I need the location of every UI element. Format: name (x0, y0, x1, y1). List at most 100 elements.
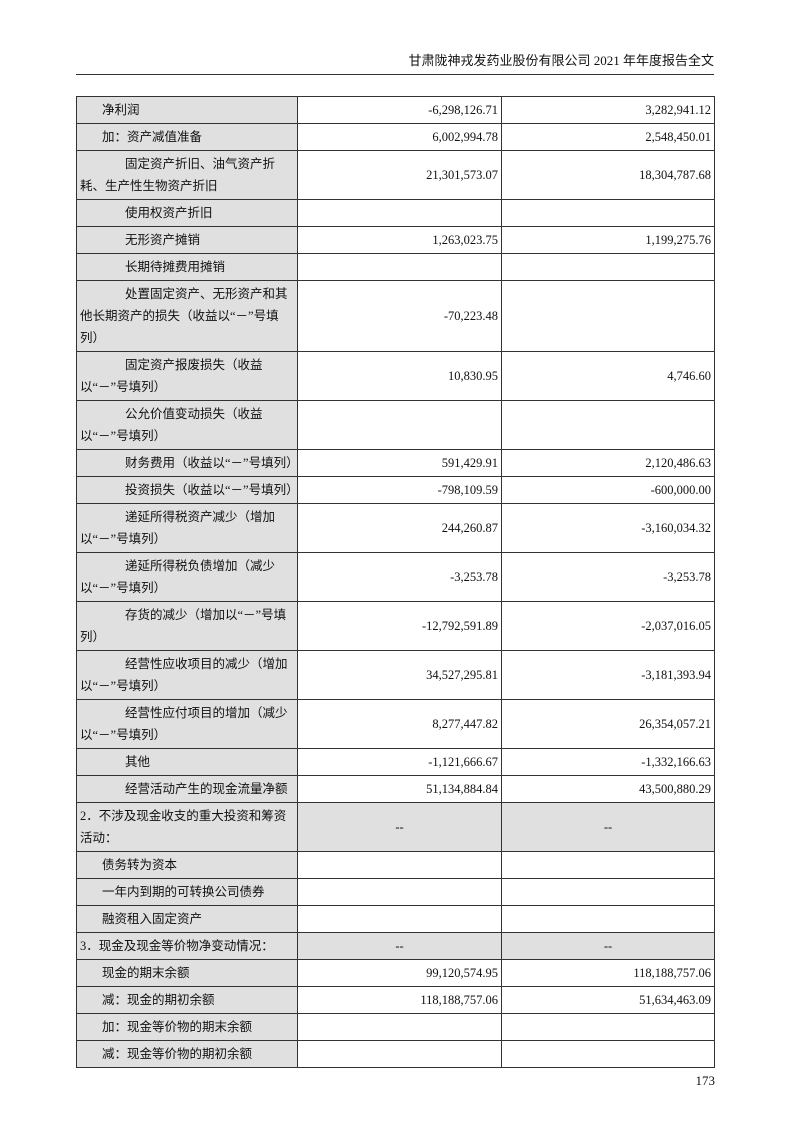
prior-period-value: 3,282,941.12 (501, 96, 715, 124)
current-period-value (297, 878, 502, 906)
prior-period-value: 51,634,463.09 (501, 986, 715, 1014)
table-row: 债务转为资本 (76, 851, 715, 879)
table-row: 现金的期末余额 99,120,574.95 118,188,757.06 (76, 959, 715, 987)
table-row: 其他 -1,121,666.67 -1,332,166.63 (76, 748, 715, 776)
row-label: 投资损失（收益以“－”号填列） (76, 476, 299, 504)
table-row: 融资租入固定资产 (76, 905, 715, 933)
table-row: 经营性应付项目的增加（减少以“－”号填列） 8,277,447.82 26,354,… (76, 699, 715, 749)
row-label: 加：资产减值准备 (76, 123, 298, 151)
table-row: 使用权资产折旧 (76, 199, 715, 227)
row-label: 长期待摊费用摊销 (76, 253, 298, 281)
current-period-value: -3,253.78 (297, 552, 502, 602)
table-row: 长期待摊费用摊销 (76, 253, 715, 281)
prior-period-value: 118,188,757.06 (501, 959, 715, 987)
page-content: 净利润 -6,298,126.71 3,282,941.12 加：资产减值准备 6,00… (76, 96, 715, 1088)
current-period-value: -- (297, 932, 502, 960)
current-period-value: -- (297, 802, 502, 852)
current-period-value: -70,223.48 (297, 280, 502, 352)
prior-period-value: -- (501, 932, 715, 960)
prior-period-value: 4,746.60 (501, 351, 715, 401)
current-period-value (297, 253, 502, 281)
current-period-value: -12,792,591.89 (297, 601, 502, 651)
table-row: 固定资产折旧、油气资产折耗、生产性生物资产折旧 21,301,573.07 18,3… (76, 150, 715, 200)
page-header: 甘肃陇神戎发药业股份有限公司 2021 年年度报告全文 (76, 52, 714, 75)
current-period-value: 244,260.87 (297, 503, 502, 553)
prior-period-value: 2,120,486.63 (501, 449, 715, 477)
prior-period-value: 26,354,057.21 (501, 699, 715, 749)
current-period-value (297, 199, 502, 227)
table-row: 一年内到期的可转换公司债券 (76, 878, 715, 906)
row-label: 无形资产摊销 (76, 226, 298, 254)
row-label: 固定资产报废损失（收益以“－”号填列） (76, 351, 298, 401)
current-period-value: 591,429.91 (297, 449, 502, 477)
table-row: 净利润 -6,298,126.71 3,282,941.12 (76, 96, 715, 124)
prior-period-value: -2,037,016.05 (501, 601, 715, 651)
table-container: 净利润 -6,298,126.71 3,282,941.12 加：资产减值准备 6,00… (76, 96, 715, 1068)
row-label: 固定资产折旧、油气资产折耗、生产性生物资产折旧 (76, 150, 298, 200)
table-row: 财务费用（收益以“－”号填列） 591,429.91 2,120,486.63 (76, 449, 715, 477)
prior-period-value (501, 1040, 715, 1068)
row-label: 递延所得税负债增加（减少以“－”号填列） (76, 552, 298, 602)
table-row: 减：现金的期初余额 118,188,757.06 51,634,463.09 (76, 986, 715, 1014)
prior-period-value (501, 280, 715, 352)
prior-period-value: 43,500,880.29 (501, 775, 715, 803)
current-period-value: -798,109.59 (297, 476, 502, 504)
prior-period-value (501, 400, 715, 450)
current-period-value: -6,298,126.71 (297, 96, 502, 124)
table-row: 减：现金等价物的期初余额 (76, 1040, 715, 1068)
row-label: 减：现金等价物的期初余额 (76, 1040, 298, 1068)
section-row: 3．现金及现金等价物净变动情况： -- -- (76, 932, 715, 960)
row-label: 经营性应收项目的减少（增加以“－”号填列） (76, 650, 298, 700)
prior-period-value (501, 851, 715, 879)
current-period-value: 21,301,573.07 (297, 150, 502, 200)
row-label: 融资租入固定资产 (76, 905, 298, 933)
table-row: 存货的减少（增加以“－”号填列） -12,792,591.89 -2,037,016… (76, 601, 715, 651)
row-label: 经营活动产生的现金流量净额 (76, 775, 298, 803)
table-row: 经营性应收项目的减少（增加以“－”号填列） 34,527,295.81 -3,181… (76, 650, 715, 700)
prior-period-value: 1,199,275.76 (501, 226, 715, 254)
current-period-value (297, 905, 502, 933)
section-row: 2．不涉及现金收支的重大投资和筹资活动： -- -- (76, 802, 715, 852)
prior-period-value: -600,000.00 (501, 476, 715, 504)
row-label: 债务转为资本 (76, 851, 298, 879)
prior-period-value: 18,304,787.68 (501, 150, 715, 200)
table-row: 处置固定资产、无形资产和其他长期资产的损失（收益以“－”号填列） -70,223.… (76, 280, 715, 352)
current-period-value (297, 851, 502, 879)
row-label: 公允价值变动损失（收益以“－”号填列） (76, 400, 298, 450)
prior-period-value: -1,332,166.63 (501, 748, 715, 776)
current-period-value: 10,830.95 (297, 351, 502, 401)
table-body: 净利润 -6,298,126.71 3,282,941.12 加：资产减值准备 6,00… (76, 96, 715, 1068)
row-label: 现金的期末余额 (76, 959, 298, 987)
row-label: 财务费用（收益以“－”号填列） (76, 449, 299, 477)
prior-period-value (501, 878, 715, 906)
row-label: 一年内到期的可转换公司债券 (76, 878, 298, 906)
current-period-value (297, 400, 502, 450)
table-row: 固定资产报废损失（收益以“－”号填列） 10,830.95 4,746.60 (76, 351, 715, 401)
row-label: 净利润 (76, 96, 298, 124)
table-row: 加：现金等价物的期末余额 (76, 1013, 715, 1041)
current-period-value (297, 1013, 502, 1041)
table-row: 公允价值变动损失（收益以“－”号填列） (76, 400, 715, 450)
row-label: 存货的减少（增加以“－”号填列） (76, 601, 298, 651)
prior-period-value (501, 199, 715, 227)
current-period-value (297, 1040, 502, 1068)
current-period-value: 99,120,574.95 (297, 959, 502, 987)
table-row: 投资损失（收益以“－”号填列） -798,109.59 -600,000.00 (76, 476, 715, 504)
current-period-value: 34,527,295.81 (297, 650, 502, 700)
row-label: 其他 (76, 748, 298, 776)
current-period-value: 118,188,757.06 (297, 986, 502, 1014)
row-label: 减：现金的期初余额 (76, 986, 298, 1014)
current-period-value: 1,263,023.75 (297, 226, 502, 254)
row-label: 加：现金等价物的期末余额 (76, 1013, 298, 1041)
prior-period-value: -3,160,034.32 (501, 503, 715, 553)
table-row: 经营活动产生的现金流量净额 51,134,884.84 43,500,880.29 (76, 775, 715, 803)
table-row: 无形资产摊销 1,263,023.75 1,199,275.76 (76, 226, 715, 254)
row-label: 递延所得税资产减少（增加以“－”号填列） (76, 503, 298, 553)
table-row: 递延所得税负债增加（减少以“－”号填列） -3,253.78 -3,253.78 (76, 552, 715, 602)
table-row: 加：资产减值准备 6,002,994.78 2,548,450.01 (76, 123, 715, 151)
prior-period-value: 2,548,450.01 (501, 123, 715, 151)
prior-period-value: -3,181,393.94 (501, 650, 715, 700)
prior-period-value (501, 253, 715, 281)
cash-flow-supplement-table: 净利润 -6,298,126.71 3,282,941.12 加：资产减值准备 6,00… (76, 96, 715, 1068)
row-label: 使用权资产折旧 (76, 199, 298, 227)
